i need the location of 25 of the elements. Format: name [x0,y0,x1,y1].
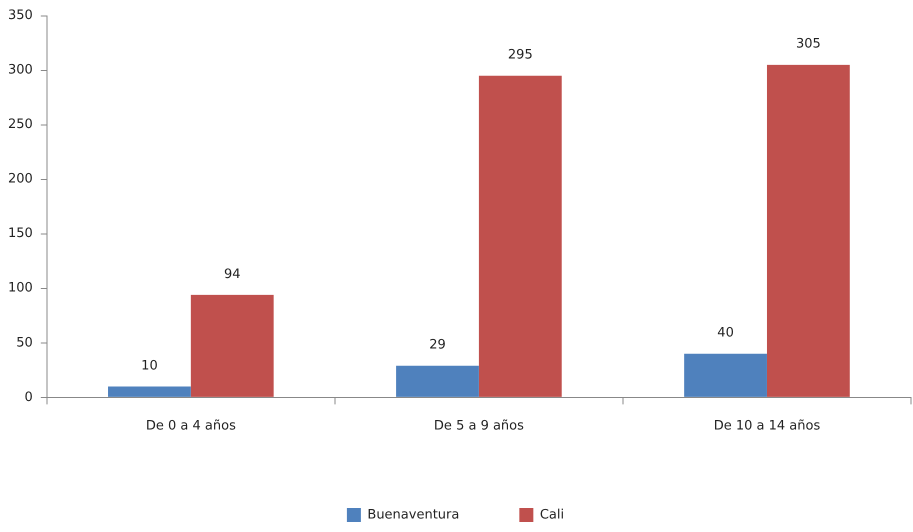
bar [766,64,850,397]
data-label: 40 [717,326,734,341]
x-tick-label: De 10 a 14 años [714,418,820,434]
y-tick-label: 350 [8,8,33,24]
bar [478,76,562,397]
legend-label: Buenaventura [367,507,460,522]
data-label: 94 [224,266,241,282]
data-label: 10 [141,358,158,374]
bar [396,366,479,397]
y-tick-label: 0 [24,390,33,405]
legend-label: Cali [540,507,564,522]
y-tick-label: 50 [16,335,33,350]
y-tick-label: 250 [8,117,33,132]
bar [108,386,191,397]
y-tick-label: 300 [8,62,33,78]
bar [190,294,274,397]
y-tick-label: 150 [8,226,33,242]
x-tick-label: De 5 a 9 años [434,418,524,434]
bar [684,354,767,397]
data-label: 295 [508,48,533,63]
data-label: 29 [429,338,446,353]
data-label: 305 [796,36,821,52]
y-tick-label: 100 [8,280,33,296]
y-tick-label: 200 [8,172,33,187]
x-tick-label: De 0 a 4 años [146,418,236,434]
